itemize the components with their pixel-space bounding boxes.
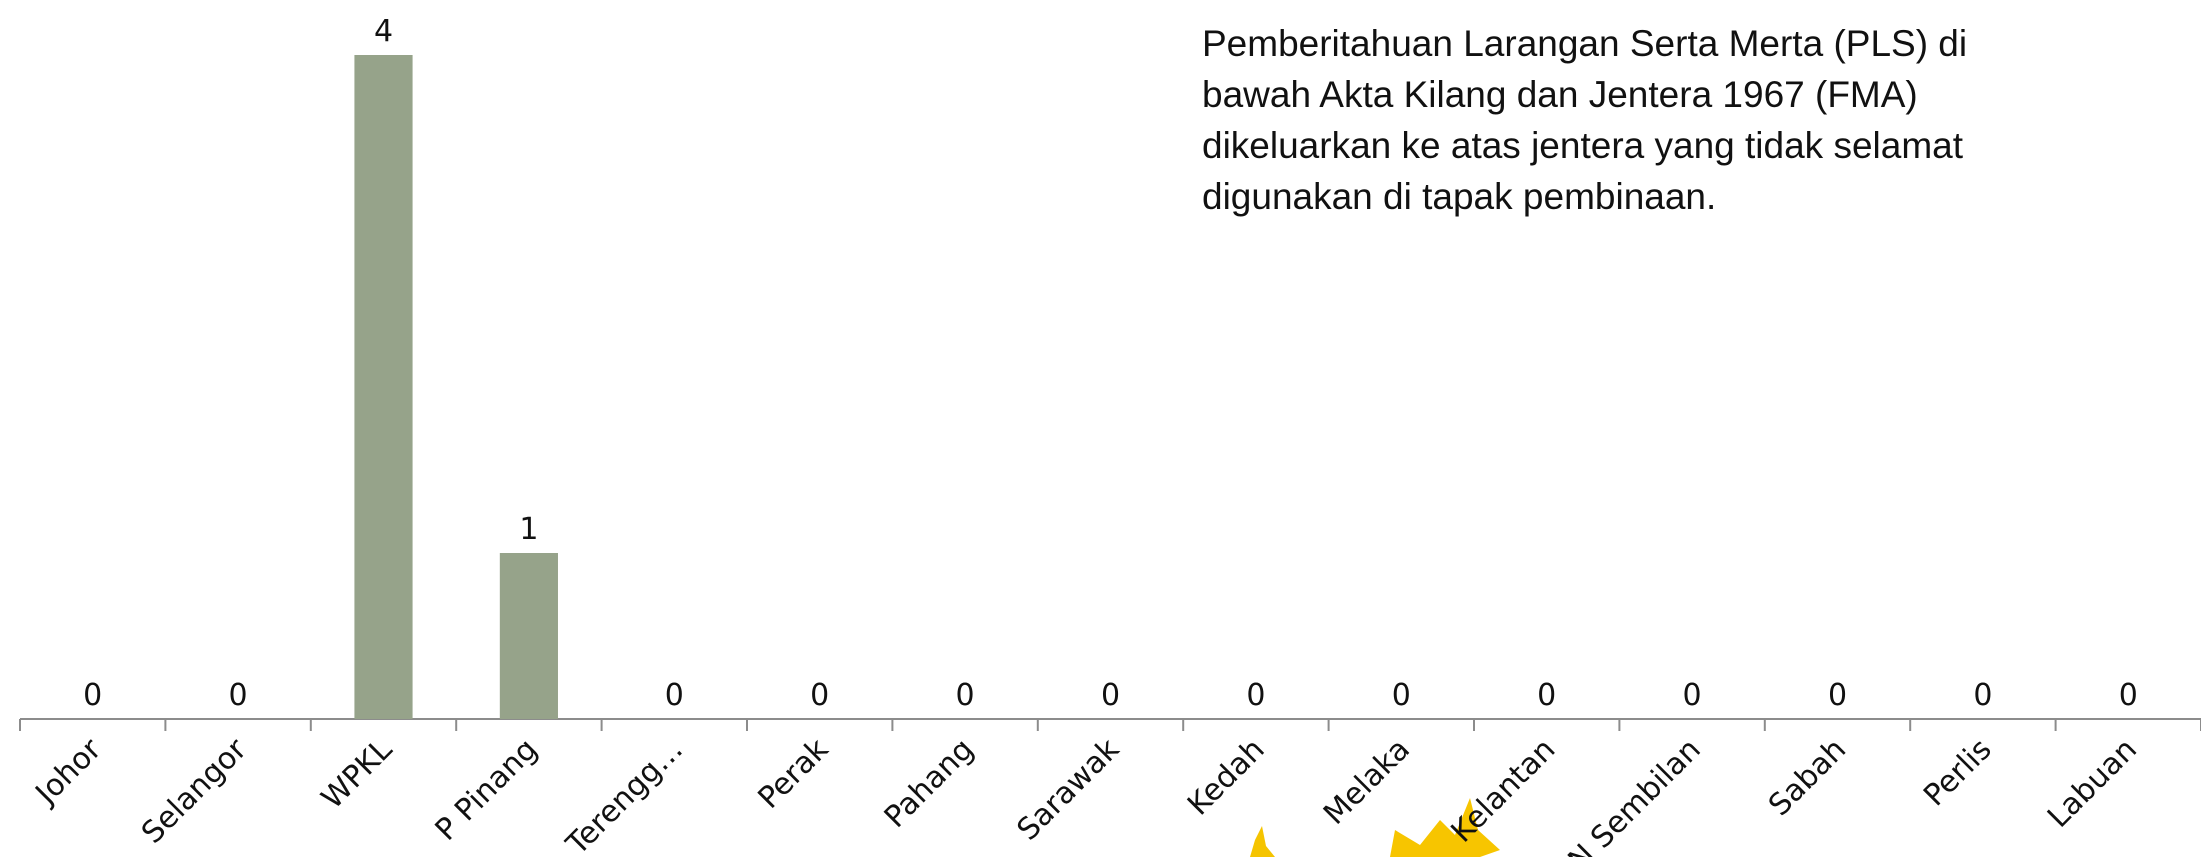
x-tick-label: P Pinang — [429, 732, 545, 848]
decoration — [1250, 798, 1500, 857]
x-tick-label: Sarawak — [1011, 731, 1127, 847]
value-label: 0 — [1683, 678, 1702, 713]
x-tick-label: Selangor — [135, 731, 254, 850]
annotation-line: digunakan di tapak pembinaan. — [1202, 176, 1716, 217]
value-label: 0 — [83, 678, 102, 713]
value-label: 0 — [956, 678, 975, 713]
value-label: 0 — [229, 678, 248, 713]
x-tick-label: Pahang — [878, 732, 981, 835]
x-tick-label: Perlis — [1917, 732, 1998, 813]
x-tick-label: N Sembilan — [1562, 732, 1708, 857]
value-label: 0 — [1392, 678, 1411, 713]
value-label: 0 — [665, 678, 684, 713]
annotation-line: bawah Akta Kilang dan Jentera 1967 (FMA) — [1202, 74, 1918, 115]
x-tick-label: Sabah — [1762, 732, 1853, 823]
bar — [499, 553, 558, 719]
value-label: 0 — [1101, 678, 1120, 713]
annotation: Pemberitahuan Larangan Serta Merta (PLS)… — [1202, 23, 1967, 217]
value-label: 0 — [1246, 678, 1265, 713]
value-label: 0 — [810, 678, 829, 713]
x-tick-label: Kelantan — [1445, 732, 1563, 850]
x-tick-label: Melaka — [1317, 732, 1417, 832]
x-tick-label: Johor — [28, 731, 109, 812]
annotation-line: Pemberitahuan Larangan Serta Merta (PLS)… — [1202, 23, 1967, 64]
annotation-line: dikeluarkan ke atas jentera yang tidak s… — [1202, 125, 1964, 166]
value-label: 0 — [1828, 678, 1847, 713]
value-label: 0 — [1537, 678, 1556, 713]
x-tick-label: Terengg… — [559, 732, 690, 857]
x-tick-label: Kedah — [1181, 732, 1272, 823]
x-tick-label: Labuan — [2041, 732, 2144, 835]
value-label: 0 — [1973, 678, 1992, 713]
x-tick-label: WPKL — [315, 732, 399, 816]
bar — [354, 55, 413, 719]
value-label: 1 — [519, 512, 538, 547]
value-label: 4 — [374, 14, 393, 49]
x-tick-label: Perak — [752, 731, 836, 815]
value-label: 0 — [2119, 678, 2138, 713]
